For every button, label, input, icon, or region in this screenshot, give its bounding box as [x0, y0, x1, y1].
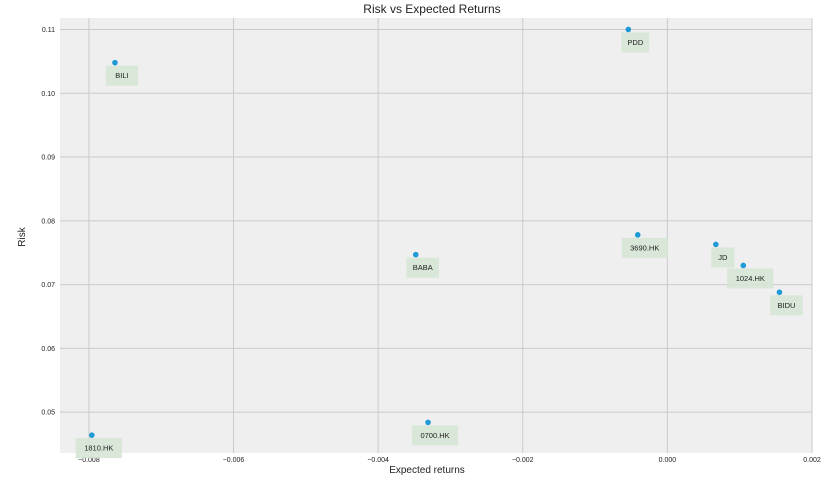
- point-label-group: PDD: [621, 32, 650, 53]
- point-label: 1024.HK: [736, 274, 765, 283]
- y-tick-label: 0.10: [41, 91, 55, 98]
- point-label: 1810.HK: [84, 444, 113, 453]
- point-label-box: [621, 237, 668, 258]
- data-point: [112, 59, 118, 66]
- data-points: [89, 26, 783, 438]
- point-label: BILI: [115, 71, 128, 80]
- chart-title: Risk vs Expected Returns: [363, 2, 500, 16]
- point-label-box: [621, 32, 650, 53]
- point-label-box: [711, 247, 735, 268]
- point-label: PDD: [627, 38, 643, 47]
- point-label-group: 3690.HK: [621, 237, 668, 258]
- data-point: [425, 419, 431, 426]
- x-tick-label: 0.002: [803, 457, 821, 464]
- point-label: BABA: [413, 263, 433, 272]
- x-tick-label: −0.002: [512, 457, 534, 464]
- point-label-box: [75, 438, 122, 459]
- data-point: [634, 232, 641, 238]
- y-axis-ticks: 0.05 0.06 0.07 0.08 0.09 0.10 0.11: [41, 27, 55, 417]
- x-tick-label: −0.004: [367, 457, 389, 464]
- data-point: [740, 262, 747, 269]
- point-label-box: [406, 257, 439, 278]
- data-point: [713, 241, 719, 248]
- point-label: 3690.HK: [630, 243, 659, 252]
- point-label: JD: [718, 253, 728, 262]
- point-label-group: 1810.HK: [75, 438, 122, 459]
- x-tick-label: 0.000: [659, 457, 677, 464]
- x-axis-ticks: −0.008 −0.006 −0.004 −0.002 0.000 0.002: [78, 457, 821, 464]
- grid-lines: [60, 18, 813, 453]
- y-tick-label: 0.08: [41, 218, 55, 225]
- y-tick-label: 0.09: [41, 155, 55, 162]
- x-tick-label: −0.008: [78, 457, 100, 464]
- point-label-box: [770, 295, 803, 316]
- data-point: [412, 251, 419, 258]
- point-label-group: BILI: [105, 65, 139, 86]
- y-tick-label: 0.05: [41, 410, 55, 417]
- point-label-group: 0700.HK: [411, 425, 459, 446]
- point-label-group: 1024.HK: [727, 268, 774, 289]
- plot-area: [60, 18, 812, 453]
- y-tick-label: 0.07: [41, 282, 55, 289]
- data-point: [625, 26, 632, 33]
- x-tick-label: −0.006: [223, 457, 245, 464]
- data-point: [776, 289, 783, 296]
- point-label: BIDU: [778, 301, 796, 310]
- y-axis-label: Risk: [17, 226, 28, 246]
- point-label-box: [105, 65, 139, 86]
- y-tick-label: 0.06: [41, 346, 55, 353]
- x-axis-label: Expected returns: [389, 465, 465, 476]
- y-tick-label: 0.11: [42, 27, 55, 34]
- data-point: [89, 432, 95, 438]
- point-label-group: BABA: [406, 257, 439, 278]
- point-label-group: JD: [711, 247, 735, 268]
- point-label-group: BIDU: [770, 295, 803, 316]
- point-label-box: [727, 268, 774, 289]
- point-label-box: [411, 425, 459, 446]
- point-labels: BILI PDD BABA 3690.HK JD 1024.HK BIDU 1810.HK 07…: [75, 32, 803, 459]
- point-label: 0700.HK: [420, 431, 449, 440]
